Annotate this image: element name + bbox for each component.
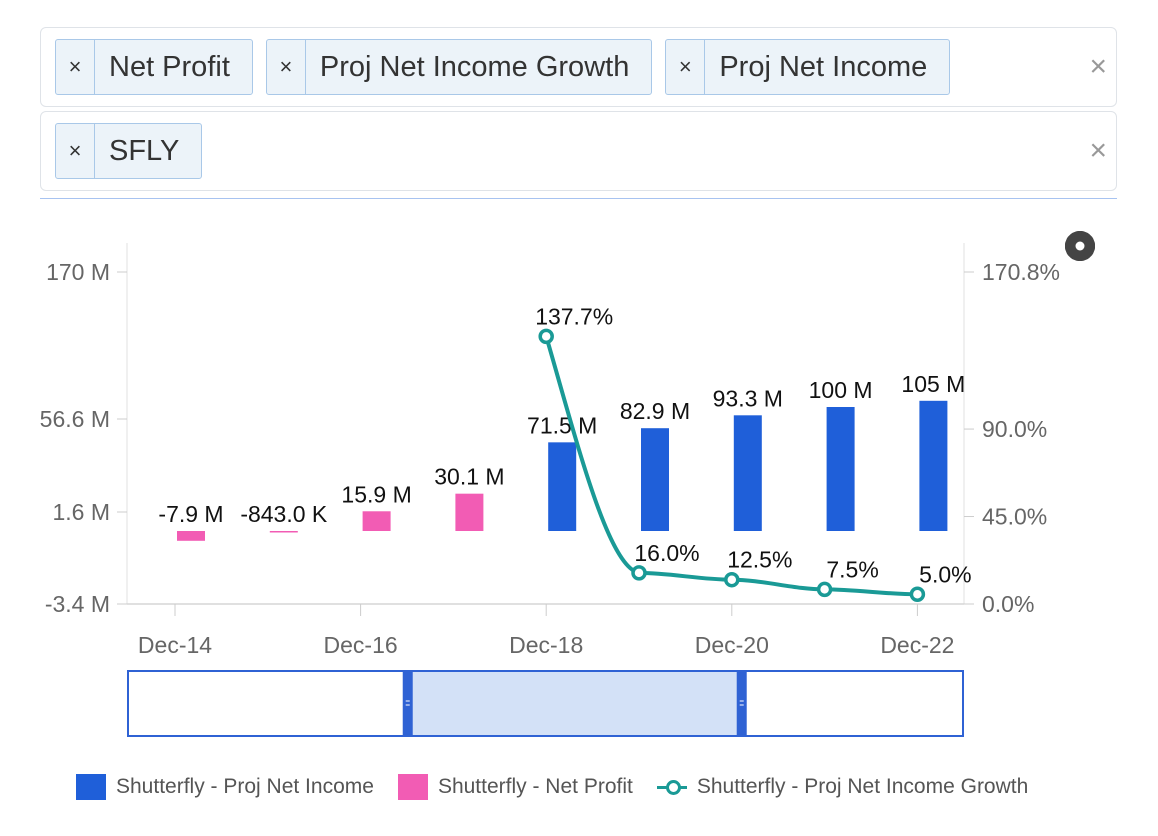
legend-item-proj-net-income[interactable]: Shutterfly - Proj Net Income — [76, 774, 374, 800]
bar-data-label: 71.5 M — [527, 412, 597, 438]
chip-proj-net-income-growth: × Proj Net Income Growth — [265, 39, 653, 95]
bar — [177, 531, 205, 541]
bar — [269, 531, 298, 533]
chip-label: Proj Net Income Growth — [319, 50, 630, 83]
left-axis-tick-label: 1.6 M — [52, 499, 110, 525]
bar-data-label: 30.1 M — [434, 464, 504, 490]
gear-hole — [1075, 241, 1085, 251]
growth-data-label: 137.7% — [535, 303, 613, 329]
ticker-chips: × SFLY — [55, 123, 203, 179]
navigator-right-handle[interactable] — [736, 671, 747, 736]
right-axis-tick-label: 170.8% — [982, 259, 1060, 285]
bar-data-label: 15.9 M — [341, 481, 411, 507]
clear-tickers-icon[interactable]: × — [1089, 134, 1107, 167]
bar-data-label: -7.9 M — [158, 501, 223, 527]
chart: 170 M 56.6 M 1.6 M -3.4 M 170.8% 90.0% 45.0% 0.… — [40, 231, 1095, 737]
growth-data-label: 7.5% — [826, 556, 878, 582]
legend-label: Shutterfly - Proj Net Income — [116, 775, 374, 798]
right-axis-tick-label: 45.0% — [982, 504, 1047, 530]
bar-data-label: 105 M — [901, 371, 965, 397]
left-axis-tick-label: 170 M — [46, 259, 110, 285]
legend-item-proj-net-income-growth[interactable]: Shutterfly - Proj Net Income Growth — [656, 774, 1029, 800]
growth-point — [816, 581, 833, 598]
bar — [548, 442, 577, 531]
navigator-selection — [407, 672, 742, 735]
growth-point — [724, 571, 740, 588]
growth-point — [538, 328, 554, 345]
legend: Shutterfly - Proj Net Income Shutterfly … — [76, 774, 1052, 800]
growth-data-label: 5.0% — [919, 561, 971, 587]
bar — [455, 493, 484, 531]
remove-proj-net-income-icon[interactable]: × — [666, 40, 706, 94]
bar — [362, 511, 391, 531]
chip-label: Proj Net Income — [719, 50, 928, 83]
chip-sfly: × SFLY — [55, 123, 203, 179]
bar — [919, 400, 948, 531]
growth-line — [544, 335, 918, 597]
bar — [641, 428, 669, 531]
growth-point — [631, 565, 647, 581]
legend-swatch — [76, 774, 106, 800]
metric-filter-row: × Net Profit × Proj Net Income Growth × … — [40, 27, 1117, 107]
bar-data-label: 100 M — [809, 377, 873, 403]
ticker-filter-row: × SFLY × — [40, 111, 1117, 191]
chip-label: Net Profit — [109, 50, 230, 83]
legend-line-swatch — [656, 774, 687, 800]
remove-sfly-icon[interactable]: × — [56, 124, 95, 178]
x-axis-tick-label: Dec-18 — [509, 632, 583, 658]
chip-label: SFLY — [109, 134, 180, 167]
growth-point — [909, 586, 926, 603]
clear-metrics-icon[interactable]: × — [1089, 50, 1107, 83]
left-axis-tick-label: -3.4 M — [45, 591, 110, 617]
metric-chips: × Net Profit × Proj Net Income Growth × … — [55, 39, 951, 95]
section-divider — [40, 198, 1117, 199]
x-axis-tick-label: Dec-20 — [695, 632, 769, 658]
x-axis-tick-label: Dec-14 — [138, 632, 212, 658]
right-axis-tick-label: 90.0% — [982, 416, 1047, 442]
gear-icon[interactable] — [1065, 231, 1095, 261]
x-axis-tick-label: Dec-16 — [324, 632, 398, 658]
legend-swatch — [397, 774, 428, 800]
bar — [733, 415, 762, 531]
growth-data-label: 16.0% — [634, 540, 699, 566]
bar-data-label: 82.9 M — [620, 398, 690, 424]
chip-net-profit: × Net Profit — [55, 39, 253, 95]
bar-data-label: -843.0 K — [240, 501, 328, 527]
navigator-left-handle[interactable] — [402, 671, 413, 736]
bar — [826, 407, 855, 531]
bar-data-label: 93.3 M — [713, 385, 783, 411]
growth-data-label: 12.5% — [727, 547, 792, 573]
left-axis-tick-label: 56.6 M — [40, 406, 110, 432]
chip-proj-net-income: × Proj Net Income — [665, 39, 951, 95]
x-axis-tick-label: Dec-22 — [880, 632, 954, 658]
legend-label: Shutterfly - Proj Net Income Growth — [696, 775, 1029, 798]
legend-item-net-profit[interactable]: Shutterfly - Net Profit — [397, 774, 633, 800]
remove-net-profit-icon[interactable]: × — [56, 40, 95, 94]
right-axis-tick-label: 0.0% — [982, 591, 1034, 617]
remove-proj-net-income-growth-icon[interactable]: × — [267, 40, 306, 94]
legend-label: Shutterfly - Net Profit — [437, 775, 633, 798]
